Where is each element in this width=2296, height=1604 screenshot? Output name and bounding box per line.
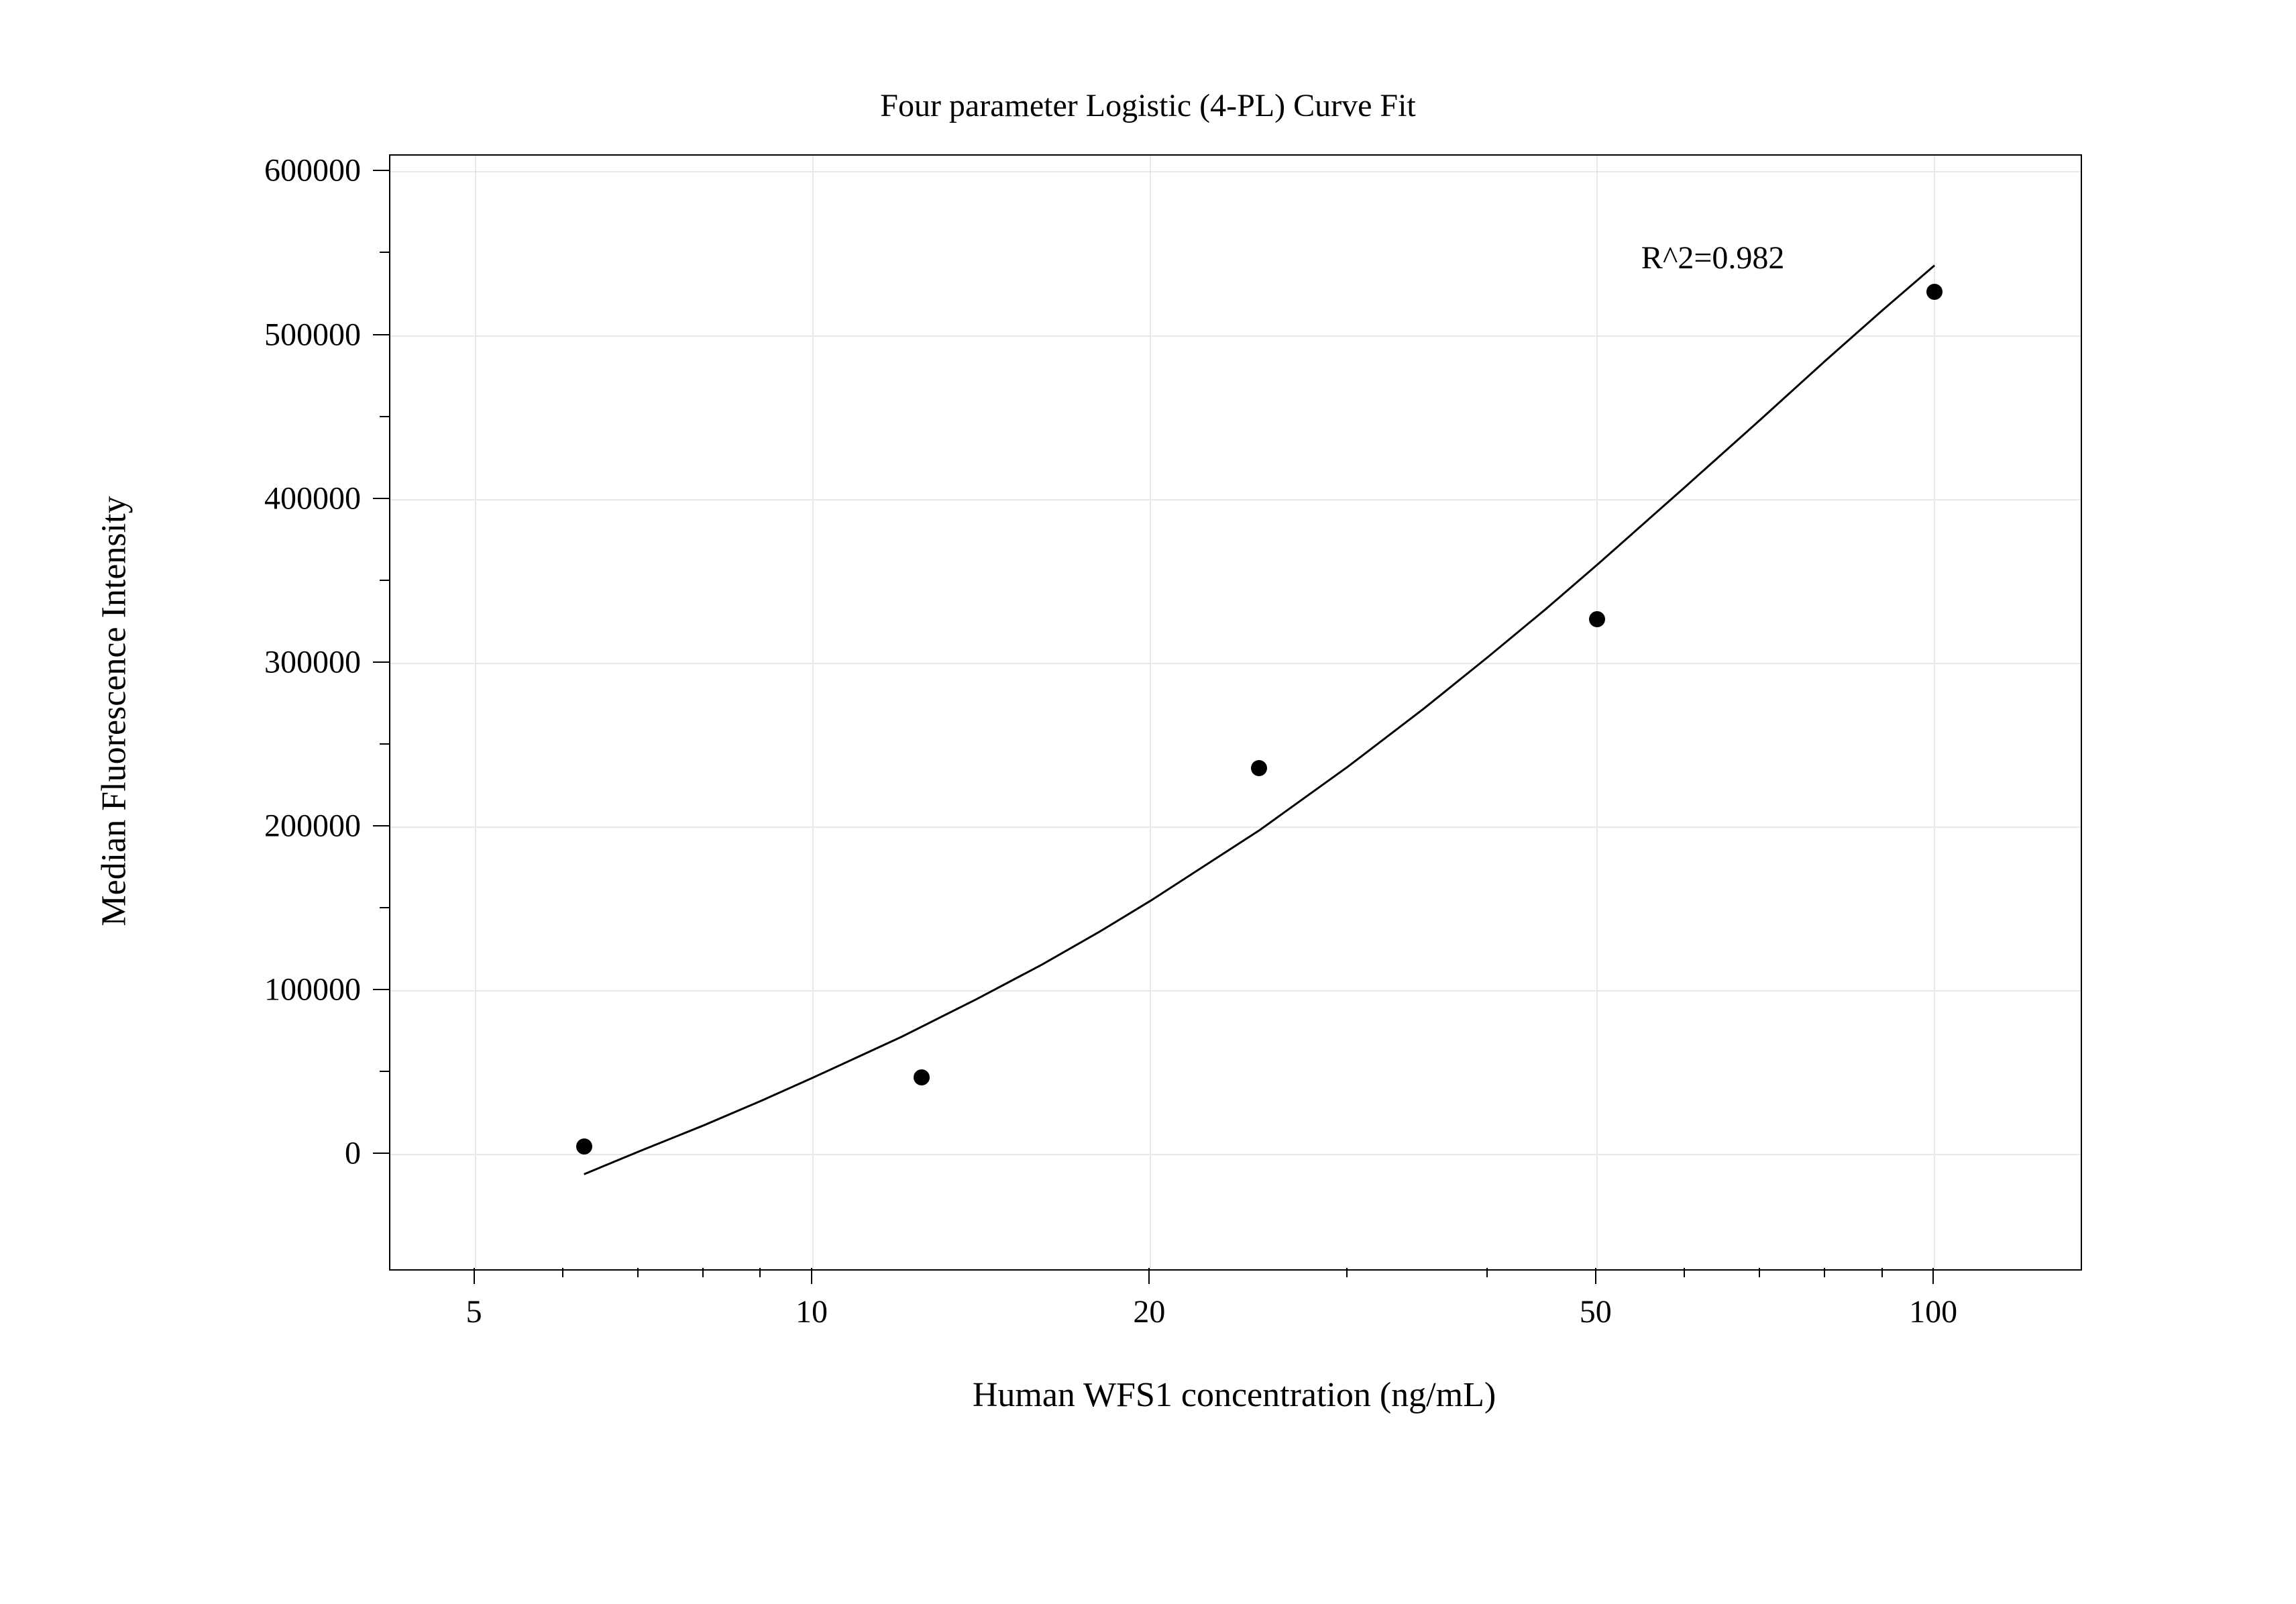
fit-curve — [390, 156, 2081, 1269]
y-tick-major — [373, 1153, 389, 1154]
y-tick-label: 400000 — [264, 480, 361, 517]
data-point — [1926, 284, 1943, 300]
y-tick-label: 600000 — [264, 152, 361, 189]
y-tick-label: 100000 — [264, 971, 361, 1008]
x-tick-minor — [1346, 1268, 1348, 1277]
x-tick-minor — [702, 1268, 704, 1277]
x-tick-label: 100 — [1909, 1293, 1957, 1330]
x-axis-label: Human WFS1 concentration (ng/mL) — [389, 1375, 2079, 1415]
x-tick-minor — [759, 1268, 761, 1277]
y-tick-minor — [380, 252, 389, 253]
x-tick-major — [1595, 1268, 1596, 1284]
x-tick-major — [1932, 1268, 1934, 1284]
y-tick-minor — [380, 1071, 389, 1072]
chart-container: Four parameter Logistic (4-PL) Curve Fit… — [0, 0, 2296, 1604]
x-tick-label: 50 — [1580, 1293, 1612, 1330]
y-tick-label: 300000 — [264, 643, 361, 680]
x-tick-minor — [1759, 1268, 1760, 1277]
y-tick-major — [373, 334, 389, 335]
x-tick-minor — [1684, 1268, 1685, 1277]
x-tick-label: 20 — [1133, 1293, 1165, 1330]
x-tick-minor — [562, 1268, 563, 1277]
x-tick-minor — [1881, 1268, 1883, 1277]
x-tick-label: 5 — [466, 1293, 482, 1330]
y-tick-label: 200000 — [264, 807, 361, 844]
data-point — [1589, 611, 1605, 627]
y-tick-label: 0 — [345, 1135, 361, 1172]
x-tick-major — [474, 1268, 475, 1284]
plot-area: R^2=0.982 — [389, 154, 2082, 1271]
y-tick-major — [373, 170, 389, 171]
y-tick-minor — [380, 580, 389, 581]
y-axis-label: Median Fluorescence Intensity — [95, 496, 134, 926]
y-tick-major — [373, 989, 389, 990]
chart-title: Four parameter Logistic (4-PL) Curve Fit — [0, 87, 2296, 124]
x-tick-minor — [1824, 1268, 1825, 1277]
fit-curve-path — [584, 266, 1934, 1175]
x-tick-major — [1148, 1268, 1150, 1284]
y-tick-minor — [380, 743, 389, 745]
y-tick-label: 500000 — [264, 316, 361, 353]
y-tick-major — [373, 498, 389, 499]
data-point — [914, 1069, 930, 1085]
x-tick-minor — [1486, 1268, 1488, 1277]
y-tick-minor — [380, 907, 389, 908]
y-tick-minor — [380, 416, 389, 417]
data-point — [576, 1138, 592, 1155]
y-tick-major — [373, 661, 389, 663]
y-tick-major — [373, 825, 389, 826]
r-squared-annotation: R^2=0.982 — [1641, 239, 1785, 276]
x-tick-major — [811, 1268, 812, 1284]
data-point — [1251, 760, 1267, 776]
x-tick-minor — [637, 1268, 639, 1277]
x-tick-label: 10 — [796, 1293, 828, 1330]
